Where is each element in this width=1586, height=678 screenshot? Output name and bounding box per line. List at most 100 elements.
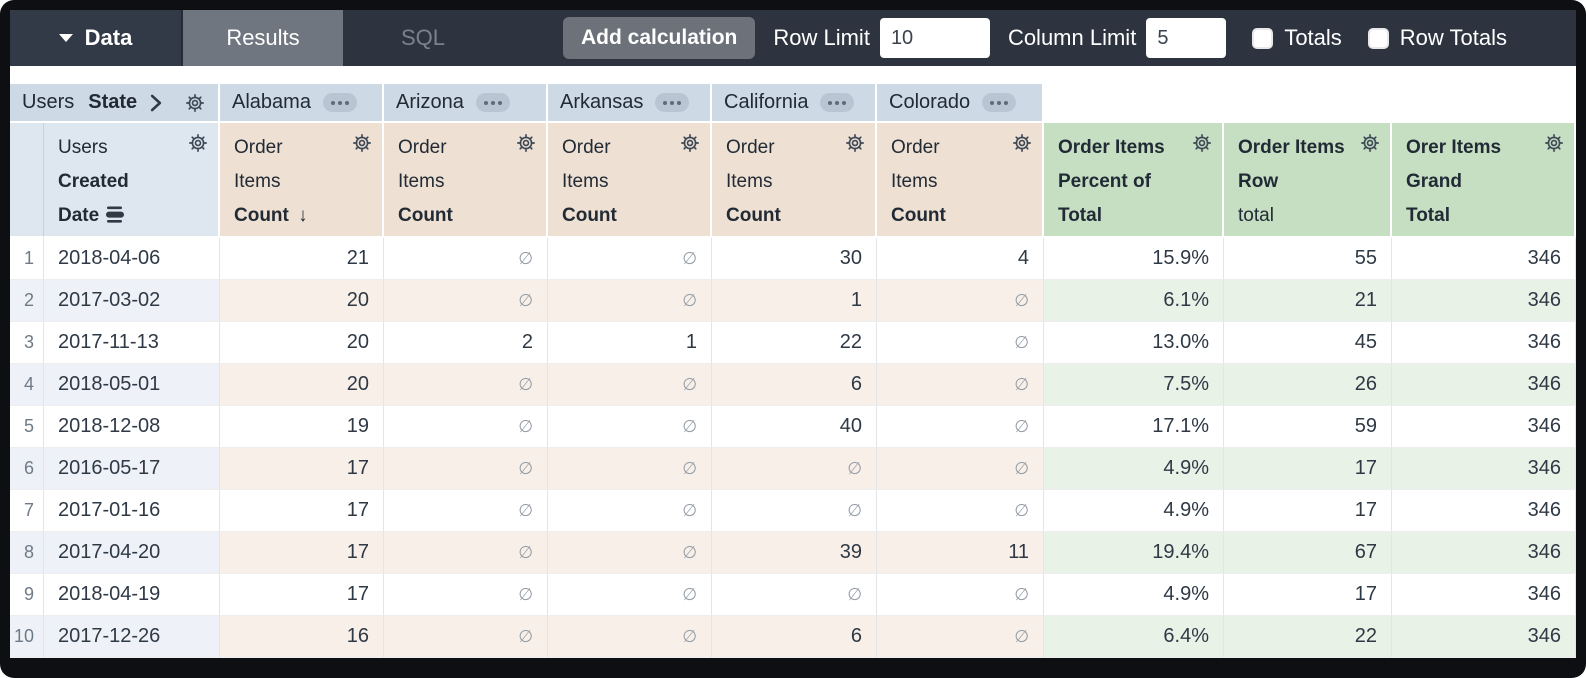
value-cell-arizona[interactable]: ∅ (384, 490, 548, 532)
calc-header-0[interactable]: Order Items Percent of Total (1044, 123, 1224, 238)
value-cell-alabama[interactable]: 16 (220, 616, 384, 658)
calc-cell-2[interactable]: 346 (1392, 406, 1576, 448)
value-cell-colorado[interactable]: ∅ (877, 616, 1044, 658)
calc-cell-1[interactable]: 22 (1224, 616, 1392, 658)
calc-cell-0[interactable]: 7.5% (1044, 364, 1224, 406)
value-cell-arizona[interactable]: ∅ (384, 238, 548, 280)
data-menu[interactable]: Data (10, 10, 183, 66)
value-cell-alabama[interactable]: 17 (220, 532, 384, 574)
calc-cell-2[interactable]: 346 (1392, 322, 1576, 364)
measure-header-california[interactable]: Order Items Count (712, 123, 877, 238)
value-cell-arizona[interactable]: ∅ (384, 280, 548, 322)
totals-checkbox-box[interactable] (1252, 27, 1274, 49)
date-cell[interactable]: 2018-04-19 (44, 574, 220, 616)
value-cell-california[interactable]: 40 (712, 406, 877, 448)
column-menu-ellipsis-icon[interactable] (982, 93, 1017, 112)
gear-icon[interactable] (351, 132, 373, 154)
gear-icon[interactable] (1191, 132, 1213, 154)
value-cell-arizona[interactable]: ∅ (384, 448, 548, 490)
value-cell-colorado[interactable]: ∅ (877, 280, 1044, 322)
value-cell-alabama[interactable]: 17 (220, 574, 384, 616)
column-menu-ellipsis-icon[interactable] (322, 93, 357, 112)
value-cell-colorado[interactable]: ∅ (877, 490, 1044, 532)
value-cell-alabama[interactable]: 21 (220, 238, 384, 280)
gear-icon[interactable] (1543, 132, 1565, 154)
value-cell-arizona[interactable]: ∅ (384, 574, 548, 616)
value-cell-california[interactable]: 6 (712, 616, 877, 658)
gear-icon[interactable] (1359, 132, 1381, 154)
value-cell-california[interactable]: 1 (712, 280, 877, 322)
value-cell-colorado[interactable]: 4 (877, 238, 1044, 280)
value-cell-arizona[interactable]: ∅ (384, 616, 548, 658)
calc-cell-1[interactable]: 21 (1224, 280, 1392, 322)
calc-header-2[interactable]: Orer Items Grand Total (1392, 123, 1576, 238)
calc-cell-0[interactable]: 6.4% (1044, 616, 1224, 658)
totals-checkbox[interactable]: Totals (1252, 25, 1342, 51)
gear-icon[interactable] (187, 132, 209, 154)
value-cell-california[interactable]: 39 (712, 532, 877, 574)
column-menu-ellipsis-icon[interactable] (655, 93, 690, 112)
value-cell-arkansas[interactable]: ∅ (548, 238, 712, 280)
value-cell-alabama[interactable]: 20 (220, 322, 384, 364)
tab-sql[interactable]: SQL (400, 25, 446, 50)
date-cell[interactable]: 2016-05-17 (44, 448, 220, 490)
calc-cell-1[interactable]: 67 (1224, 532, 1392, 574)
calc-cell-0[interactable]: 4.9% (1044, 448, 1224, 490)
value-cell-colorado[interactable]: ∅ (877, 364, 1044, 406)
value-cell-arkansas[interactable]: ∅ (548, 280, 712, 322)
gear-icon[interactable] (844, 132, 866, 154)
value-cell-arkansas[interactable]: ∅ (548, 490, 712, 532)
calc-cell-2[interactable]: 346 (1392, 490, 1576, 532)
value-cell-arkansas[interactable]: ∅ (548, 364, 712, 406)
value-cell-arkansas[interactable]: 1 (548, 322, 712, 364)
date-column-header[interactable]: Users Created Date (44, 123, 220, 238)
column-limit-input[interactable] (1146, 18, 1227, 58)
value-cell-california[interactable]: 6 (712, 364, 877, 406)
gear-icon[interactable] (1011, 132, 1033, 154)
pivot-state-header-arizona[interactable]: Arizona (384, 84, 548, 123)
gear-icon[interactable] (184, 92, 206, 114)
calc-header-1[interactable]: Order Items Row total (1224, 123, 1392, 238)
value-cell-alabama[interactable]: 20 (220, 280, 384, 322)
value-cell-arkansas[interactable]: ∅ (548, 406, 712, 448)
gear-icon[interactable] (679, 132, 701, 154)
value-cell-california[interactable]: ∅ (712, 490, 877, 532)
measure-header-arizona[interactable]: Order Items Count (384, 123, 548, 238)
value-cell-arizona[interactable]: ∅ (384, 532, 548, 574)
value-cell-alabama[interactable]: 17 (220, 448, 384, 490)
calc-cell-0[interactable]: 4.9% (1044, 574, 1224, 616)
measure-header-colorado[interactable]: Order Items Count (877, 123, 1044, 238)
column-menu-ellipsis-icon[interactable] (820, 93, 855, 112)
calc-cell-1[interactable]: 17 (1224, 574, 1392, 616)
chevron-right-icon[interactable] (149, 94, 163, 112)
measure-header-alabama[interactable]: Order Items Count ↓ (220, 123, 384, 238)
value-cell-colorado[interactable]: 11 (877, 532, 1044, 574)
value-cell-colorado[interactable]: ∅ (877, 574, 1044, 616)
calc-cell-0[interactable]: 19.4% (1044, 532, 1224, 574)
value-cell-california[interactable]: 30 (712, 238, 877, 280)
date-cell[interactable]: 2018-05-01 (44, 364, 220, 406)
value-cell-arkansas[interactable]: ∅ (548, 616, 712, 658)
add-calculation-button[interactable]: Add calculation (563, 17, 756, 59)
calc-cell-1[interactable]: 17 (1224, 448, 1392, 490)
value-cell-california[interactable]: ∅ (712, 448, 877, 490)
calc-cell-1[interactable]: 55 (1224, 238, 1392, 280)
calc-cell-2[interactable]: 346 (1392, 364, 1576, 406)
value-cell-colorado[interactable]: ∅ (877, 406, 1044, 448)
value-cell-arizona[interactable]: ∅ (384, 364, 548, 406)
value-cell-arizona[interactable]: ∅ (384, 406, 548, 448)
calc-cell-2[interactable]: 346 (1392, 616, 1576, 658)
pivot-state-header-alabama[interactable]: Alabama (220, 84, 384, 123)
calc-cell-2[interactable]: 346 (1392, 574, 1576, 616)
gear-icon[interactable] (515, 132, 537, 154)
pivot-state-header-california[interactable]: California (712, 84, 877, 123)
calc-cell-0[interactable]: 6.1% (1044, 280, 1224, 322)
date-cell[interactable]: 2018-04-06 (44, 238, 220, 280)
value-cell-colorado[interactable]: ∅ (877, 448, 1044, 490)
date-cell[interactable]: 2018-12-08 (44, 406, 220, 448)
value-cell-arkansas[interactable]: ∅ (548, 448, 712, 490)
value-cell-arkansas[interactable]: ∅ (548, 532, 712, 574)
pivot-dimension-header[interactable]: Users State (10, 84, 220, 123)
measure-header-arkansas[interactable]: Order Items Count (548, 123, 712, 238)
row-limit-input[interactable] (879, 18, 990, 58)
